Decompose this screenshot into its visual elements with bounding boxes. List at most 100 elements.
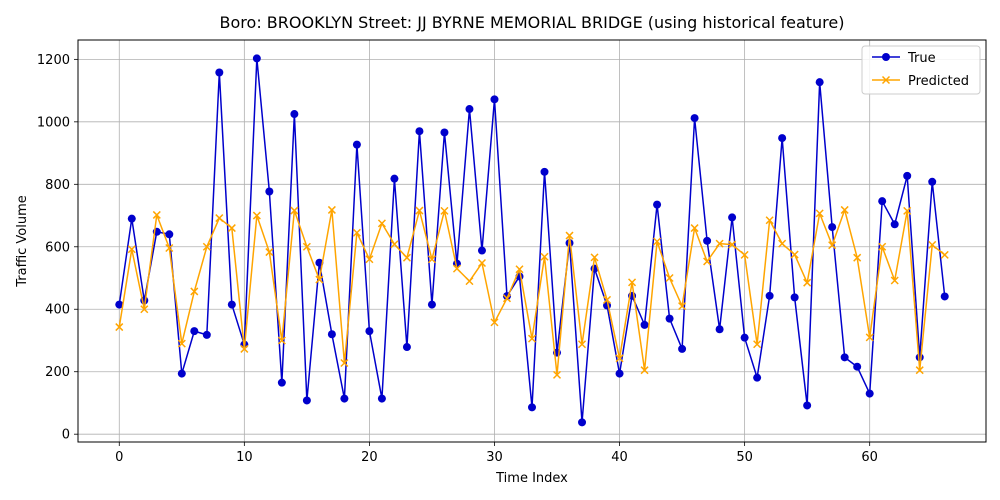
y-tick-label: 1200	[37, 53, 70, 68]
data-point-predicted	[828, 241, 837, 250]
x-tick-label: 30	[486, 450, 503, 465]
data-point-predicted	[265, 248, 274, 257]
y-axis-label: Traffic Volume	[15, 195, 30, 288]
data-point-true	[490, 95, 499, 104]
data-point-predicted	[177, 339, 186, 348]
legend-true-marker	[882, 53, 890, 61]
data-point-predicted	[315, 275, 324, 284]
data-point-true	[928, 177, 937, 186]
data-point-predicted	[790, 250, 799, 259]
data-point-true	[390, 174, 399, 183]
data-point-true	[177, 369, 186, 378]
data-point-true	[340, 394, 349, 403]
data-point-true	[690, 114, 699, 123]
data-point-predicted	[665, 273, 674, 283]
data-point-predicted	[190, 287, 199, 296]
data-point-predicted	[865, 333, 874, 342]
data-point-true	[202, 330, 211, 339]
data-point-true	[753, 373, 762, 382]
data-point-predicted	[290, 206, 299, 215]
data-point-predicted	[940, 250, 949, 259]
legend: True Predicted	[861, 45, 981, 95]
data-point-predicted	[703, 257, 712, 266]
x-axis-label: Time Index	[495, 471, 568, 486]
data-point-true	[377, 394, 386, 403]
series-predicted	[115, 205, 949, 379]
data-point-predicted	[140, 305, 149, 314]
data-point-true	[190, 327, 199, 336]
data-point-true	[265, 187, 274, 196]
data-point-true	[715, 325, 724, 334]
data-point-true	[703, 236, 712, 245]
data-point-predicted	[728, 240, 737, 249]
y-axis: 0 200 400 600 800 1000 1200	[37, 53, 78, 443]
data-point-predicted	[740, 250, 749, 259]
data-point-true	[615, 369, 624, 378]
data-point-true	[115, 300, 124, 309]
data-point-predicted	[377, 219, 386, 228]
data-point-true	[352, 140, 361, 149]
data-point-true	[465, 105, 474, 114]
data-point-true	[903, 171, 912, 180]
data-point-predicted	[202, 242, 211, 251]
data-point-predicted	[903, 206, 912, 215]
data-point-predicted	[490, 318, 499, 327]
data-point-true	[653, 200, 662, 209]
data-point-predicted	[465, 277, 474, 286]
data-point-true	[765, 291, 774, 300]
data-point-predicted	[878, 242, 887, 251]
data-point-true	[853, 362, 862, 371]
data-point-predicted	[440, 206, 449, 215]
data-point-predicted	[753, 340, 762, 349]
data-point-true	[815, 78, 824, 87]
data-point-true	[427, 300, 436, 309]
data-point-true	[778, 134, 787, 143]
data-point-predicted	[590, 253, 599, 262]
legend-true-label: True	[907, 51, 936, 66]
x-tick-label: 20	[361, 450, 378, 465]
data-point-true	[665, 314, 674, 323]
data-point-predicted	[152, 210, 161, 219]
y-tick-label: 600	[45, 240, 70, 255]
data-point-predicted	[815, 209, 824, 218]
data-point-predicted	[452, 264, 461, 273]
data-point-predicted	[640, 366, 649, 375]
data-point-predicted	[615, 354, 624, 363]
data-point-true	[302, 396, 311, 405]
data-point-predicted	[402, 253, 411, 262]
data-point-true	[890, 220, 899, 229]
data-point-predicted	[915, 366, 924, 375]
data-point-true	[915, 353, 924, 362]
data-point-predicted	[603, 295, 612, 304]
data-point-predicted	[427, 255, 436, 264]
data-point-predicted	[653, 237, 662, 246]
data-point-predicted	[890, 276, 899, 285]
data-point-true	[740, 333, 749, 342]
data-point-true	[440, 128, 449, 137]
data-point-true	[127, 214, 136, 223]
x-tick-label: 10	[236, 450, 253, 465]
y-tick-label: 1000	[37, 115, 70, 130]
data-point-predicted	[477, 258, 487, 268]
data-point-true	[940, 292, 949, 301]
data-point-true	[327, 330, 336, 339]
data-point-true	[878, 197, 887, 206]
y-tick-label: 200	[45, 365, 70, 380]
data-point-true	[540, 167, 549, 176]
data-point-true	[252, 54, 261, 63]
data-point-true	[640, 320, 649, 329]
data-point-predicted	[252, 211, 261, 220]
legend-predicted-marker	[881, 75, 891, 85]
data-point-predicted	[778, 239, 787, 248]
series-group	[115, 54, 949, 427]
data-point-predicted	[840, 205, 849, 214]
data-point-predicted	[327, 205, 336, 214]
y-tick-label: 400	[45, 303, 70, 318]
data-point-predicted	[527, 334, 537, 343]
legend-predicted-label: Predicted	[908, 74, 969, 89]
data-point-predicted	[628, 278, 637, 287]
data-point-true	[402, 343, 411, 352]
data-point-predicted	[678, 302, 687, 311]
data-point-true	[865, 389, 874, 398]
